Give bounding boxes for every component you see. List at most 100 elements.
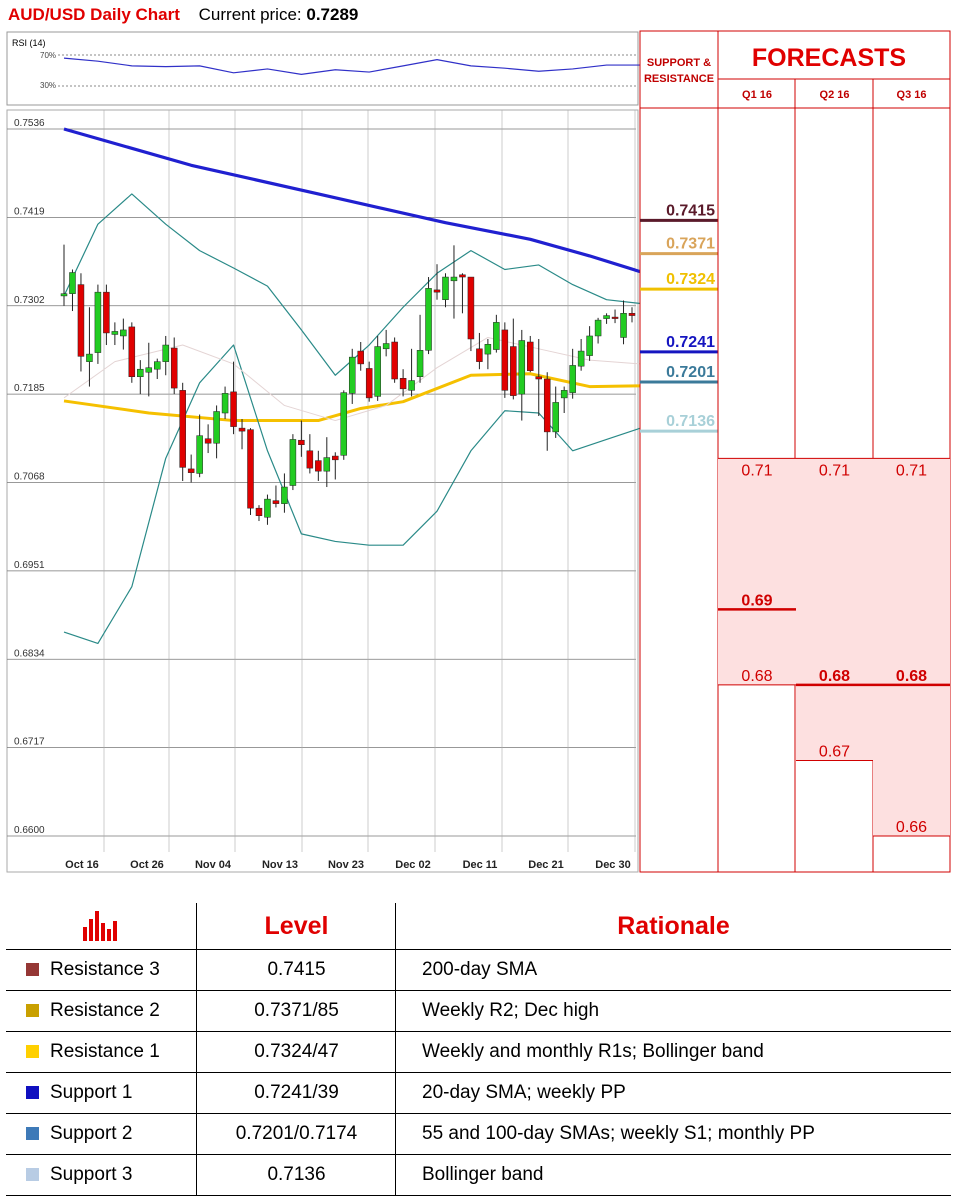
candle-body [391, 341, 398, 380]
candle-body [560, 390, 568, 399]
x-tick-label: Dec 11 [463, 859, 498, 871]
row-rationale: Weekly R2; Dec high [395, 990, 951, 1031]
x-tick-label: Dec 30 [595, 859, 630, 871]
candle-body [365, 368, 373, 399]
candle-body [357, 350, 364, 365]
candle-body [120, 329, 127, 337]
legend-swatch [26, 1168, 39, 1181]
row-name-cell: Support 2 [6, 1113, 196, 1154]
table-row: Support 1 0.7241/39 20-day SMA; weekly PP [6, 1072, 951, 1114]
candle-body [476, 348, 483, 362]
candle-body [527, 341, 534, 371]
y-tick-label: 0.7419 [14, 206, 45, 217]
candle-body [586, 335, 593, 356]
row-rationale: 55 and 100-day SMAs; weekly S1; monthly … [395, 1113, 951, 1154]
row-level: 0.7136 [196, 1154, 396, 1195]
y-tick-label: 0.6951 [14, 560, 45, 571]
candle-body [484, 344, 492, 355]
candle-body [179, 390, 186, 468]
sr-level-label: 0.7241 [666, 334, 715, 351]
forecast-high-value: 0.71 [741, 462, 772, 479]
candle-body [416, 350, 424, 378]
y-tick-label: 0.7536 [14, 118, 45, 129]
y-axis-ticks: 0.7536 0.7419 0.7302 0.7185 0.7068 0.6951 0.68… [14, 118, 45, 836]
row-name: Resistance 1 [50, 1040, 160, 1062]
row-level: 0.7324/47 [196, 1031, 396, 1072]
candle-body [323, 457, 331, 472]
indicator-line [63, 127, 641, 274]
row-level: 0.7241/39 [196, 1072, 396, 1113]
candle-body [272, 500, 280, 504]
forecast-quarter-label: Q3 16 [897, 89, 927, 101]
candle-body [577, 350, 585, 367]
candle-body [306, 450, 314, 469]
candle-body [111, 331, 119, 335]
row-level: 0.7201/0.7174 [196, 1113, 396, 1154]
row-name-cell: Support 1 [6, 1072, 196, 1113]
y-tick-label: 0.7185 [14, 383, 45, 394]
legend-swatch [26, 1086, 39, 1099]
candle-body [518, 340, 526, 395]
indicator-line [63, 372, 641, 423]
x-axis-ticks: Oct 16 Oct 26 Nov 04 Nov 13 Nov 23 Dec 02 Dec … [65, 859, 631, 871]
candle-body [264, 498, 271, 518]
candlesticks [60, 244, 636, 525]
candle-body [543, 378, 551, 433]
y-tick-label: 0.7068 [14, 472, 45, 483]
row-rationale: Bollinger band [395, 1154, 951, 1195]
sr-header-line1: SUPPORT & [647, 57, 711, 69]
candle-body [247, 429, 254, 509]
candle-body [86, 353, 93, 362]
candle-body [382, 343, 390, 350]
forecast-range-box [718, 458, 796, 685]
sr-levels: 0.7415 0.7371 0.7324 0.7241 0.7201 0.7136 [640, 202, 718, 433]
candle-body [77, 284, 85, 357]
legend-swatch [26, 1045, 39, 1058]
sr-level-label: 0.7136 [666, 413, 715, 430]
table-row: Support 2 0.7201/0.7174 55 and 100-day SMA… [6, 1113, 951, 1155]
forecast-high-value: 0.71 [819, 462, 850, 479]
table-row: Resistance 3 0.7415 200-day SMA [6, 949, 951, 991]
candle-body [450, 276, 458, 282]
main-plot-frame [6, 109, 639, 873]
candle-body [221, 393, 229, 414]
sr-level-label: 0.7201 [666, 364, 715, 381]
table-row: Resistance 1 0.7324/47 Weekly and monthly … [6, 1031, 951, 1073]
candle-body [569, 365, 576, 393]
legend-swatch [26, 1127, 39, 1140]
candle-body [628, 313, 636, 316]
candle-body [137, 368, 144, 378]
candle-body [187, 468, 195, 473]
candle-body [170, 347, 178, 389]
x-tick-label: Dec 21 [528, 859, 563, 871]
x-tick-label: Oct 26 [130, 859, 164, 871]
row-name: Support 1 [50, 1081, 133, 1103]
candle-body [145, 367, 153, 373]
bar-chart-icon [6, 903, 196, 949]
bar-chart-icon-svg [83, 911, 117, 941]
row-rationale: 200-day SMA [395, 949, 951, 990]
forecast-mid-value: 0.68 [819, 668, 850, 685]
candle-body [433, 289, 441, 293]
candle-body [103, 291, 110, 334]
candle-body [213, 411, 220, 444]
candle-body [535, 376, 542, 380]
candle-body [510, 346, 517, 396]
rsi-70-label: 70% [40, 51, 56, 60]
row-rationale: 20-day SMA; weekly PP [395, 1072, 951, 1113]
sr-level-label: 0.7415 [666, 202, 715, 219]
legend-swatch [26, 1004, 39, 1017]
candle-body [332, 455, 339, 461]
candle-body [315, 460, 322, 472]
row-name-cell: Resistance 2 [6, 990, 196, 1031]
table-row: Support 3 0.7136 Bollinger band [6, 1154, 951, 1196]
candle-body [281, 486, 288, 504]
candle-body [94, 291, 102, 353]
candle-body [255, 507, 263, 516]
candle-body [459, 274, 466, 278]
x-tick-label: Nov 13 [262, 859, 298, 871]
row-name-cell: Support 3 [6, 1154, 196, 1195]
sr-level-label: 0.7371 [666, 236, 715, 253]
current-price-label: Current price: [198, 5, 302, 24]
chart-svg: RSI (14) 70% 30% 0.7536 0.7419 0.7302 0.718… [6, 30, 951, 873]
